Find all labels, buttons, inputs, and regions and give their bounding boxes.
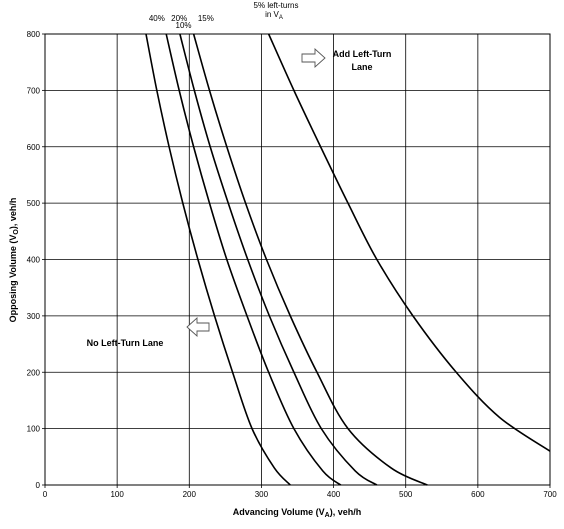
x-tick-label: 600 [471, 490, 485, 499]
x-tick-label: 0 [43, 490, 48, 499]
y-tick-label: 200 [27, 368, 41, 377]
y-tick-label: 700 [27, 86, 41, 95]
plot-frame [44, 33, 551, 486]
series-curve [165, 33, 342, 486]
curve-label: 20% [171, 14, 187, 23]
series-curve [192, 33, 428, 486]
y-tick-label: 100 [27, 425, 41, 434]
curve-label: 40% [149, 14, 165, 23]
series-curve [145, 33, 291, 486]
curve-labels: 40% 20%10% 15% [149, 14, 214, 30]
x-tick-label: 300 [255, 490, 269, 499]
series-curve [179, 33, 378, 486]
top-note-line2: in VA [265, 10, 283, 21]
x-tick-label: 100 [110, 490, 124, 499]
x-tick-label: 500 [399, 490, 413, 499]
left-arrow-icon [186, 316, 210, 338]
y-tick-label: 600 [27, 143, 41, 152]
curve-label: 10% [176, 21, 192, 30]
x-tick-label: 700 [543, 490, 557, 499]
series-curve [267, 33, 551, 452]
add-left-turn-label: Add Left-Turn [333, 49, 392, 59]
x-axis-label: Advancing Volume (VA), veh/h [233, 507, 361, 519]
x-tick-label: 400 [327, 490, 341, 499]
grid [42, 33, 551, 488]
y-tick-label: 800 [27, 30, 41, 39]
y-axis-label: Opposing Volume (VO), veh/h [8, 198, 20, 323]
no-left-turn-label: No Left-Turn Lane [87, 338, 164, 348]
curve-label: 15% [198, 14, 214, 23]
tick-labels: 0 100 200 300 400 500 600 700 0 100 200 300 400 500 60… [27, 30, 558, 499]
add-left-turn-label-line2: Lane [351, 62, 372, 72]
top-note-line1: 5% left-turns [254, 1, 299, 10]
y-tick-label: 500 [27, 199, 41, 208]
y-tick-label: 0 [36, 481, 41, 490]
curves [145, 33, 551, 486]
right-arrow-icon [301, 47, 326, 69]
y-tick-label: 400 [27, 256, 41, 265]
y-tick-label: 300 [27, 312, 41, 321]
x-tick-label: 200 [183, 490, 197, 499]
